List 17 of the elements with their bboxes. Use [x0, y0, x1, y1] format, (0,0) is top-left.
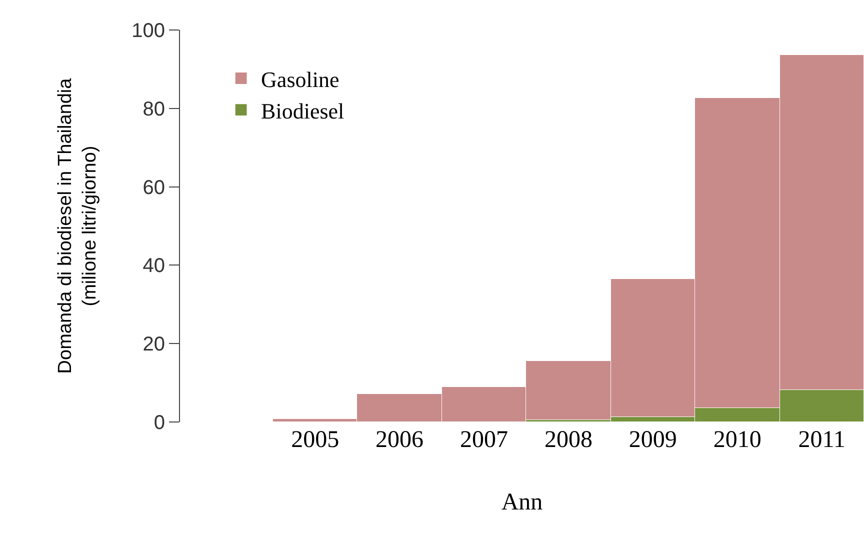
- legend-label: Biodiesel: [261, 98, 344, 124]
- y-tick-label: 0: [154, 412, 165, 434]
- x-tick-label: 2008: [544, 427, 592, 453]
- x-axis-title: Ann: [501, 489, 543, 516]
- x-tick-label: 2009: [628, 427, 677, 453]
- x-tick-label: 2005: [291, 427, 340, 453]
- y-tick-label: 40: [142, 255, 165, 278]
- y-axis-title: Domanda di biodiesel in Thailandia (milione litri/giorno): [54, 78, 100, 374]
- y-tick-label: 80: [142, 98, 165, 120]
- x-tick-label: 2011: [798, 427, 846, 453]
- x-tick-label: 2006: [376, 427, 424, 453]
- y-tick-label: 60: [142, 176, 165, 199]
- x-tick-label: 2007: [460, 427, 508, 453]
- y-tick-label: 20: [142, 334, 165, 356]
- y-tick-label: 100: [132, 20, 165, 42]
- legend-label: Gasoline: [261, 66, 340, 92]
- x-tick-label: 2010: [713, 427, 762, 453]
